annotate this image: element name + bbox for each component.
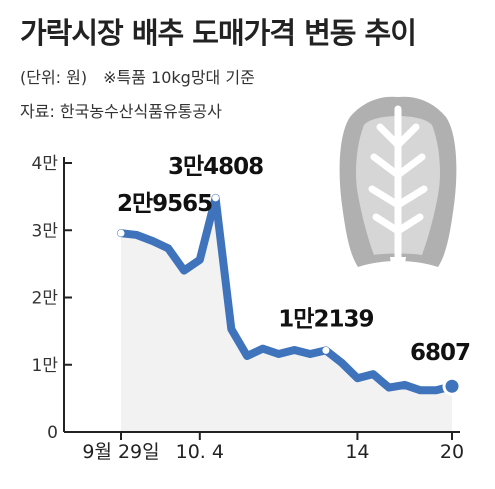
data-point-1 bbox=[212, 194, 220, 202]
source-label: 자료: 한국농수산식품유통공사 bbox=[20, 102, 222, 121]
x-tick-label-2: 14 bbox=[345, 441, 369, 463]
data-label-1: 3만4808 bbox=[168, 154, 263, 180]
cabbage-icon bbox=[339, 96, 457, 271]
unit-label: (단위: 원) bbox=[20, 68, 88, 87]
data-point-2 bbox=[322, 346, 330, 354]
basis-note: ※특품 10kg망대 기준 bbox=[103, 68, 255, 87]
data-point-0 bbox=[117, 229, 125, 237]
y-tick-label-3: 3만 bbox=[32, 221, 59, 241]
x-tick-label-0: 9월 29일 bbox=[82, 441, 159, 463]
y-tick-label-1: 1만 bbox=[32, 356, 59, 376]
price-series-line bbox=[117, 193, 456, 395]
data-label-0: 2만9565 bbox=[117, 191, 212, 217]
chart-title: 가락시장 배추 도매가격 변동 추이 bbox=[20, 16, 417, 50]
chart-meta-line: (단위: 원) ※특품 10kg망대 기준 bbox=[20, 64, 255, 88]
x-tick-label-1: 10. 4 bbox=[176, 441, 224, 463]
y-tick-label-2: 2만 bbox=[32, 289, 59, 309]
y-tick-label-0: 0 bbox=[47, 423, 58, 443]
data-point-3 bbox=[442, 376, 462, 396]
data-label-3: 6807 bbox=[410, 340, 470, 366]
x-tick-label-3: 20 bbox=[440, 441, 464, 463]
data-label-2: 1만2139 bbox=[278, 306, 373, 332]
y-tick-label-4: 4만 bbox=[32, 154, 59, 174]
